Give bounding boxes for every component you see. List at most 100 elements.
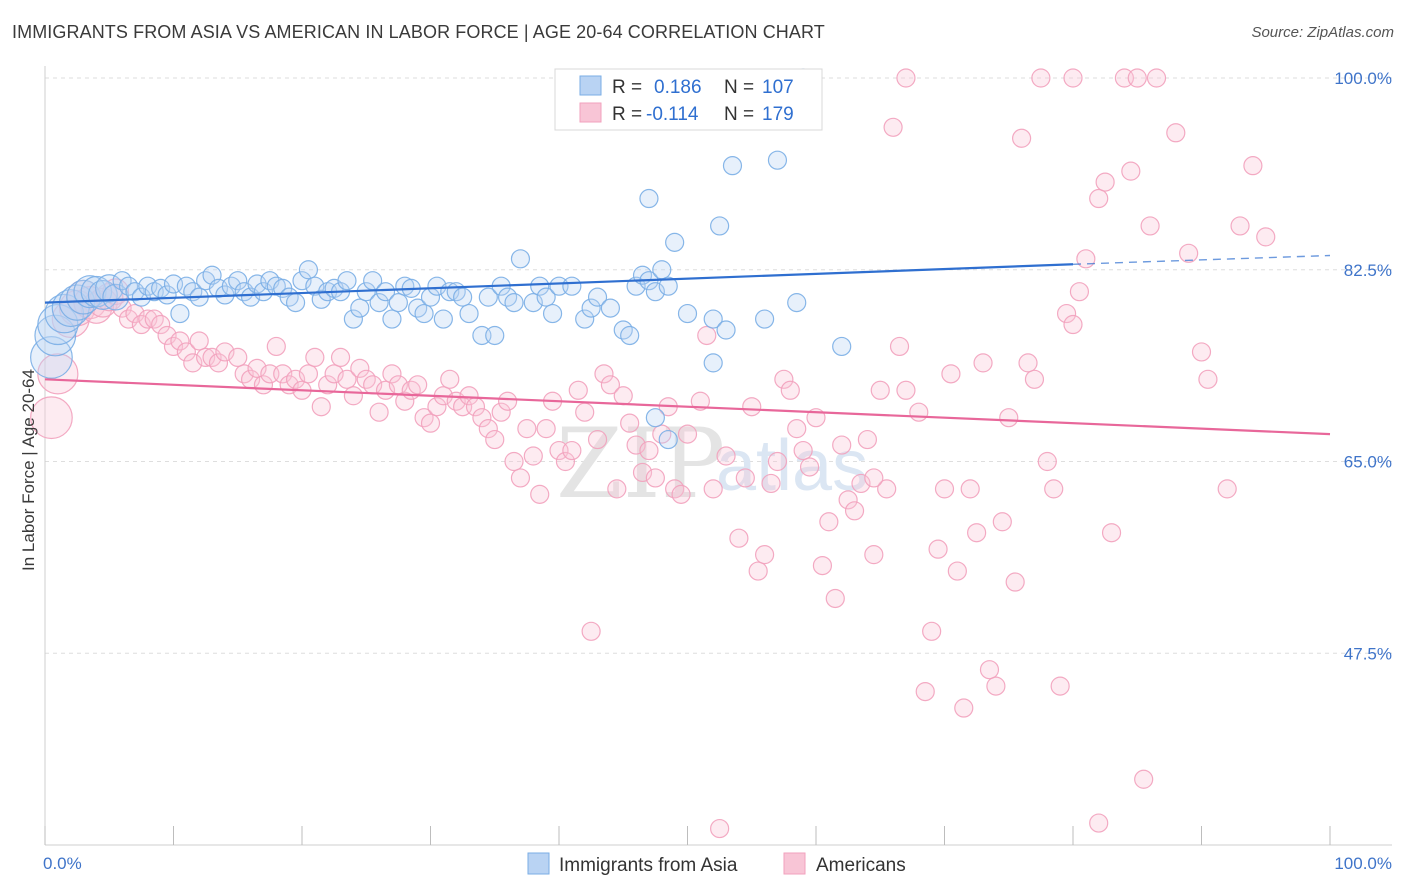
legend-swatch-asia (579, 75, 602, 96)
point-series0-82 (587, 287, 608, 307)
point-series1-20 (176, 342, 196, 362)
point-series1-118 (832, 435, 852, 455)
point-series0-0 (30, 336, 73, 379)
point-series0-54 (382, 309, 402, 329)
point-series1-154 (1069, 282, 1090, 302)
point-series0-94 (677, 303, 698, 324)
point-series1-170 (1230, 216, 1250, 236)
point-series1-163 (1140, 216, 1160, 236)
point-series1-145 (1011, 128, 1032, 148)
point-series0-92 (639, 188, 659, 209)
point-series1-68 (491, 402, 511, 422)
point-series1-53 (395, 391, 415, 411)
point-series1-109 (774, 369, 794, 389)
point-series0-72 (504, 293, 524, 313)
legend-r-value-1: 0.186 (654, 77, 702, 98)
point-series1-82 (581, 621, 601, 641)
point-series0-6 (66, 279, 101, 315)
point-series1-83 (587, 429, 608, 450)
point-series1-166 (1179, 243, 1199, 263)
point-series1-27 (228, 347, 248, 368)
x-tick-label-0: 0.0% (43, 854, 82, 873)
point-series1-22 (189, 331, 209, 351)
point-series1-86 (607, 479, 627, 499)
point-series1-143 (999, 408, 1019, 428)
point-series1-164 (1146, 68, 1167, 88)
point-series1-152 (1056, 303, 1077, 324)
point-series0-66 (459, 303, 479, 324)
point-series1-63 (459, 386, 479, 406)
point-series0-93 (665, 232, 685, 252)
legend-swatch-americans (579, 102, 602, 123)
point-series1-156 (1089, 188, 1109, 209)
point-series1-110 (780, 380, 800, 400)
point-series1-174 (710, 818, 730, 839)
point-series1-139 (973, 353, 993, 373)
point-series1-46 (350, 358, 370, 378)
series-americans (30, 68, 1276, 839)
point-series1-129 (909, 402, 929, 422)
point-series1-43 (330, 347, 351, 368)
y-tick-labels: 47.5% 65.0% 82.5% 100.0% (1334, 69, 1392, 663)
point-series1-49 (369, 402, 389, 422)
point-series1-55 (408, 375, 428, 395)
point-series1-79 (562, 440, 582, 461)
point-series1-78 (555, 451, 576, 472)
point-series0-48 (343, 309, 363, 329)
point-series1-119 (838, 490, 858, 510)
point-series1-127 (889, 336, 910, 357)
point-series1-80 (568, 380, 588, 400)
point-series1-176 (1063, 68, 1083, 88)
correlation-legend: R = 0.186 N = 107 R = -0.114 N = 179 (554, 68, 823, 131)
point-series0-83 (600, 298, 621, 318)
point-series0-77 (542, 303, 563, 324)
point-series1-115 (812, 555, 833, 576)
point-series1-168 (1198, 369, 1218, 389)
point-series1-112 (793, 440, 813, 461)
point-series0-69 (485, 325, 505, 346)
point-series1-45 (343, 386, 363, 406)
point-series0-106 (658, 429, 678, 450)
point-series1-41 (318, 375, 338, 395)
chart-title: IMMIGRANTS FROM ASIA VS AMERICAN IN LABO… (12, 22, 825, 42)
point-series0-101 (767, 150, 788, 170)
trend-line-asia-extension (1072, 254, 1331, 265)
point-series1-175 (896, 68, 916, 88)
point-series1-60 (440, 369, 460, 389)
y-tick-label-3: 100.0% (1334, 69, 1392, 88)
point-series1-51 (382, 364, 402, 384)
point-series1-165 (1166, 123, 1186, 143)
legend-r-label-1: R = (612, 77, 642, 98)
point-series1-124 (870, 380, 890, 400)
point-series1-134 (941, 364, 961, 384)
point-series1-144 (1005, 572, 1025, 592)
point-series0-76 (536, 287, 556, 307)
grid-lines (45, 77, 1392, 654)
point-series1-128 (896, 380, 916, 400)
point-series1-130 (915, 681, 935, 702)
x-tick-label-1: 100.0% (1334, 854, 1392, 873)
point-series1-149 (1037, 451, 1057, 472)
point-series1-148 (1031, 68, 1051, 88)
point-series1-103 (735, 468, 755, 488)
trend-lines (44, 254, 1331, 436)
point-series1-40 (311, 397, 331, 417)
point-series0-59 (414, 303, 434, 324)
point-series1-146 (1018, 353, 1038, 373)
point-series1-150 (1044, 479, 1064, 499)
point-series0-41 (298, 260, 319, 280)
point-series1-65 (472, 408, 492, 428)
y-tick-label-0: 47.5% (1344, 644, 1392, 663)
legend-r-value-2: -0.114 (646, 104, 699, 125)
point-series1-84 (594, 364, 614, 384)
trend-line-asia (44, 263, 1074, 304)
point-series1-138 (967, 523, 987, 543)
point-series0-47 (337, 271, 357, 291)
point-series1-177 (864, 468, 884, 488)
y-axis-label: In Labor Force | Age 20-64 (19, 369, 38, 571)
series-legend: Immigrants from Asia Americans (527, 852, 906, 876)
point-series1-151 (1050, 676, 1070, 696)
point-series0-91 (658, 276, 678, 296)
point-series1-126 (883, 117, 903, 137)
point-series1-102 (729, 528, 749, 548)
